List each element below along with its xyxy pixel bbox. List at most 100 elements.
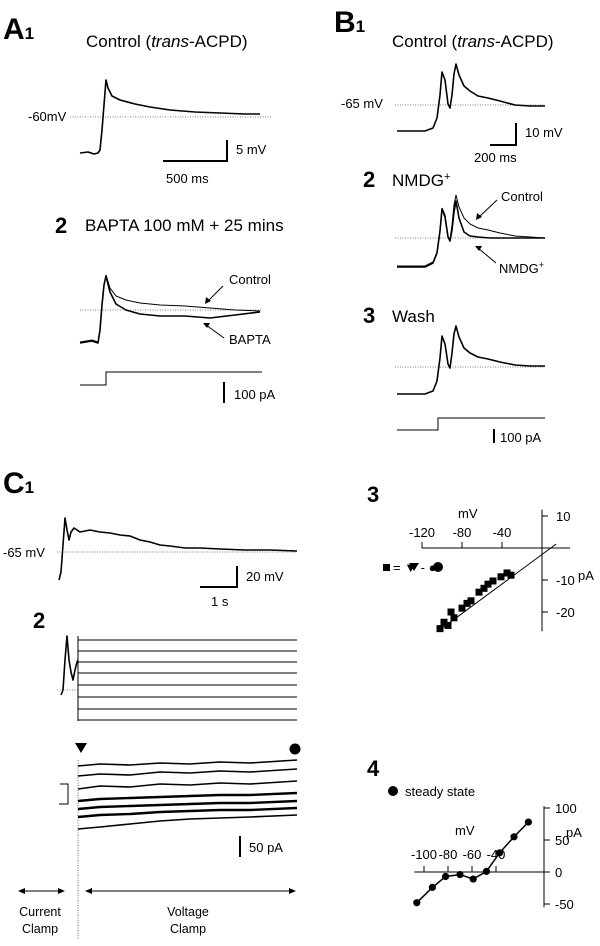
chart-c3-point [467, 597, 475, 605]
panel-b2-nmdg-arrow [477, 247, 497, 264]
panel-b2-control-arrow [477, 199, 498, 219]
chart-c3-x-tick-label: -40 [493, 525, 512, 540]
panel-b-sub: 1 [356, 17, 365, 36]
chart-c4-x-tick-label: -80 [439, 847, 458, 862]
panel-c-sub: 1 [25, 478, 34, 497]
panel-a2-bapta-trace [79, 275, 261, 344]
panel-b2-title: NMDG+ [392, 171, 450, 190]
panel-c2-triangle-marker [75, 743, 87, 753]
panel-a1-scale-ms: 500 ms [166, 171, 209, 186]
chart-c3-point [450, 614, 458, 622]
panel-a1-title: Control (trans-ACPD) [86, 32, 248, 51]
panel-b2-control-arrowhead [476, 213, 482, 220]
panel-b2-control-trace [397, 194, 546, 267]
chart-c4-point [469, 875, 477, 883]
chart-c3-y-tick-label: -20 [556, 605, 575, 620]
chart-c3-legend-text: = ▼ - ● [393, 560, 436, 575]
panel-b1-scale-mv: 10 mV [525, 125, 563, 140]
chart-c3-legend-triangle [409, 563, 419, 571]
svg-text:A1: A1 [3, 13, 34, 46]
chart-c4-point [482, 867, 490, 875]
current-clamp-label-line2: Clamp [22, 922, 58, 936]
chart-c4-y-tick-label: 0 [555, 865, 562, 880]
chart-c4-y-tick-label: 50 [555, 833, 569, 848]
chart-c4-x-tick-label: -60 [463, 847, 482, 862]
panel-a2-control-arrowhead [205, 297, 211, 304]
chart-c3-number: 3 [367, 482, 379, 507]
chart-c4-legend-circle [388, 786, 398, 796]
chart-c3-y-tick-label: -10 [556, 573, 575, 588]
panel-b3-number: 3 [363, 303, 375, 328]
chart-c3-xlabel: mV [458, 506, 478, 521]
panel-c-label: C [3, 467, 25, 500]
voltage-clamp-arrow [85, 888, 296, 894]
panel-c2-voltage-steps [77, 636, 297, 721]
chart-c4-number: 4 [367, 756, 380, 781]
chart-c3-point [440, 618, 448, 626]
chart-c4-ylabel: pA [566, 825, 582, 840]
chart-c3-point [463, 599, 471, 607]
panel-a2-command-step [80, 371, 262, 386]
panel-c1-vm-label: -65 mV [3, 545, 45, 560]
panel-b2-control-label: Control [501, 189, 543, 204]
panel-a1-scale-mv: 5 mV [236, 142, 267, 157]
panel-a1-trace [79, 79, 260, 155]
chart-c3-legend-circle [433, 562, 443, 572]
chart-c3-legend-square [383, 564, 390, 571]
chart-c4-xlabel: mV [455, 823, 475, 838]
chart-c3: 3 mV pA = ▼ - ● -120 -80 -40 10 -10 -20 [367, 482, 594, 633]
panel-a2-bapta-arrow [205, 324, 225, 339]
chart-c3-x-tick-label: -80 [453, 525, 472, 540]
chart-c3-y-tick-label: 10 [556, 509, 570, 524]
panel-b3-title: Wash [392, 307, 435, 326]
chart-c4-point [413, 899, 421, 907]
chart-c4-point [428, 883, 436, 891]
panel-b1-scalebar [490, 123, 517, 146]
panel-b2-nmdg-arrowhead [475, 246, 482, 251]
chart-c4-legend-text: steady state [405, 784, 475, 799]
chart-c3-point [507, 571, 515, 579]
panel-b3-command-step [397, 417, 545, 431]
panel-b1-title: Control (trans-ACPD) [392, 32, 554, 51]
chart-c3-point [503, 569, 511, 577]
chart-c4-y-tick-label: 100 [555, 801, 577, 816]
panel-c1-scale-mv: 20 mV [246, 569, 284, 584]
panel-a1-vm-label: -60mV [28, 109, 67, 124]
current-clamp-label-line1: Current [19, 905, 61, 919]
panel-c2-current-traces [77, 759, 298, 830]
chart-c3-point [447, 608, 455, 616]
chart-c3-point [480, 584, 488, 592]
panel-a-label: A [3, 13, 25, 46]
chart-c3-point [484, 580, 492, 588]
panel-b2-nmdg-trace [397, 200, 545, 268]
panel-b2-number: 2 [363, 167, 375, 192]
panel-c: C1 -65 mV 20 mV 1 s 2 [3, 467, 301, 940]
svg-text:C1: C1 [3, 467, 34, 500]
chart-c4-point [524, 818, 533, 826]
panel-c2-voltage-trace [60, 635, 79, 696]
panel-a2-scale-pa: 100 pA [234, 387, 276, 402]
panel-c2-circle-marker [289, 743, 301, 755]
panel-a2-control-arrow [206, 285, 224, 303]
panel-b-label: B [334, 6, 356, 39]
current-clamp-arrow [18, 888, 65, 894]
chart-c3-ylabel: pA [578, 568, 594, 583]
panel-c2-number: 2 [33, 608, 45, 633]
panel-a1-scalebar [163, 140, 228, 162]
panel-c2-scale-pa: 50 pA [249, 840, 283, 855]
chart-c4-point [442, 872, 450, 881]
chart-c4-point [510, 833, 518, 841]
panel-a2-control-label: Control [229, 272, 271, 287]
chart-c4-y-tick-label: -50 [555, 897, 574, 912]
voltage-clamp-label-line2: Clamp [170, 922, 206, 936]
panel-a-sub: 1 [25, 24, 34, 43]
panel-c2-command-bracket [59, 783, 69, 805]
chart-c4-x-tick-label: -100 [411, 847, 437, 862]
panel-a: A1 Control (trans-ACPD) -60mV 5 mV 500 m… [3, 13, 284, 403]
chart-c3-point [444, 621, 452, 629]
panel-b1-scale-ms: 200 ms [474, 150, 517, 165]
chart-c3-point [458, 604, 466, 612]
chart-c3-x-tick-label: -120 [409, 525, 435, 540]
panel-c1-trace [58, 517, 298, 581]
